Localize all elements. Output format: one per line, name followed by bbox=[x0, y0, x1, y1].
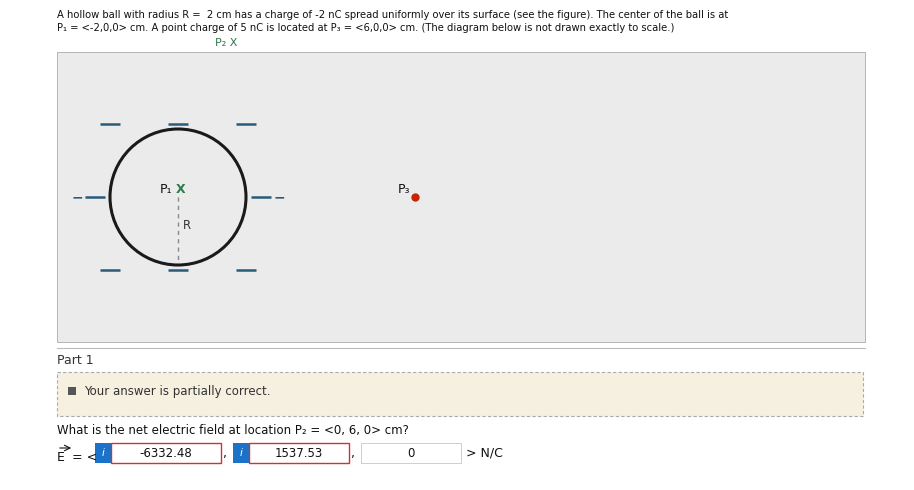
Text: R: R bbox=[183, 219, 191, 231]
Text: = <: = < bbox=[68, 451, 97, 464]
FancyBboxPatch shape bbox=[233, 443, 249, 463]
Text: ,: , bbox=[351, 446, 355, 460]
Text: Part 1: Part 1 bbox=[57, 354, 93, 367]
Text: X: X bbox=[176, 182, 186, 196]
Text: ,: , bbox=[223, 446, 227, 460]
Text: P₃: P₃ bbox=[398, 182, 410, 196]
Text: −: − bbox=[71, 190, 83, 204]
Text: A hollow ball with radius R =  2 cm has a charge of -2 nC spread uniformly over : A hollow ball with radius R = 2 cm has a… bbox=[57, 10, 728, 20]
FancyBboxPatch shape bbox=[249, 443, 349, 463]
Text: P₂ X: P₂ X bbox=[215, 38, 238, 48]
Text: What is the net electric field at location P₂ = <0, 6, 0> cm?: What is the net electric field at locati… bbox=[57, 424, 409, 437]
FancyBboxPatch shape bbox=[68, 387, 76, 395]
Text: i: i bbox=[239, 448, 242, 458]
Text: E: E bbox=[57, 451, 65, 464]
FancyBboxPatch shape bbox=[57, 372, 863, 416]
Text: P₁ = <-2,0,0> cm. A point charge of 5 nC is located at P₃ = <6,0,0> cm. (The dia: P₁ = <-2,0,0> cm. A point charge of 5 nC… bbox=[57, 23, 675, 33]
Text: > N/C: > N/C bbox=[466, 446, 503, 460]
FancyBboxPatch shape bbox=[95, 443, 111, 463]
Text: i: i bbox=[101, 448, 104, 458]
Text: -6332.48: -6332.48 bbox=[140, 446, 192, 460]
FancyBboxPatch shape bbox=[57, 52, 865, 342]
Text: 0: 0 bbox=[408, 446, 415, 460]
FancyBboxPatch shape bbox=[361, 443, 461, 463]
Text: Your answer is partially correct.: Your answer is partially correct. bbox=[84, 385, 271, 397]
Text: −: − bbox=[273, 190, 285, 204]
Text: 1537.53: 1537.53 bbox=[275, 446, 324, 460]
Text: P₁: P₁ bbox=[160, 182, 173, 196]
FancyBboxPatch shape bbox=[111, 443, 221, 463]
